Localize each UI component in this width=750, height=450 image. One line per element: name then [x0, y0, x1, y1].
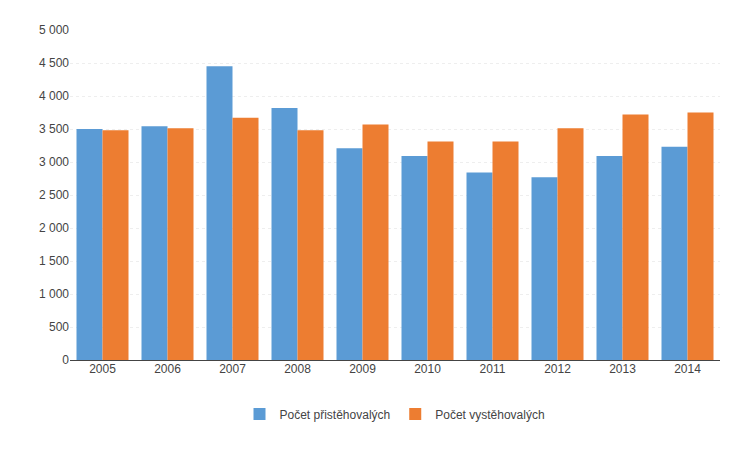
svg-text:2011: 2011	[480, 362, 506, 376]
svg-text:2009: 2009	[349, 362, 376, 376]
svg-text:2006: 2006	[154, 362, 181, 376]
svg-text:2 500: 2 500	[39, 188, 69, 202]
svg-text:500: 500	[49, 320, 69, 334]
svg-text:2005: 2005	[89, 362, 116, 376]
svg-text:4 500: 4 500	[39, 56, 69, 70]
svg-text:2014: 2014	[674, 362, 701, 376]
svg-text:1 000: 1 000	[39, 287, 69, 301]
svg-text:0: 0	[62, 353, 69, 367]
svg-text:4 000: 4 000	[39, 89, 69, 103]
svg-text:Počet přistěhovalých: Počet přistěhovalých	[280, 408, 391, 422]
svg-text:1 500: 1 500	[39, 254, 69, 268]
svg-text:2012: 2012	[544, 362, 571, 376]
svg-text:2007: 2007	[219, 362, 246, 376]
svg-text:5 000: 5 000	[39, 23, 69, 37]
svg-text:2010: 2010	[414, 362, 441, 376]
svg-text:3 000: 3 000	[39, 155, 69, 169]
svg-text:3 500: 3 500	[39, 122, 69, 136]
svg-text:2013: 2013	[609, 362, 636, 376]
svg-text:2008: 2008	[284, 362, 311, 376]
svg-text:Počet vystěhovalých: Počet vystěhovalých	[435, 408, 544, 422]
svg-text:2 000: 2 000	[39, 221, 69, 235]
